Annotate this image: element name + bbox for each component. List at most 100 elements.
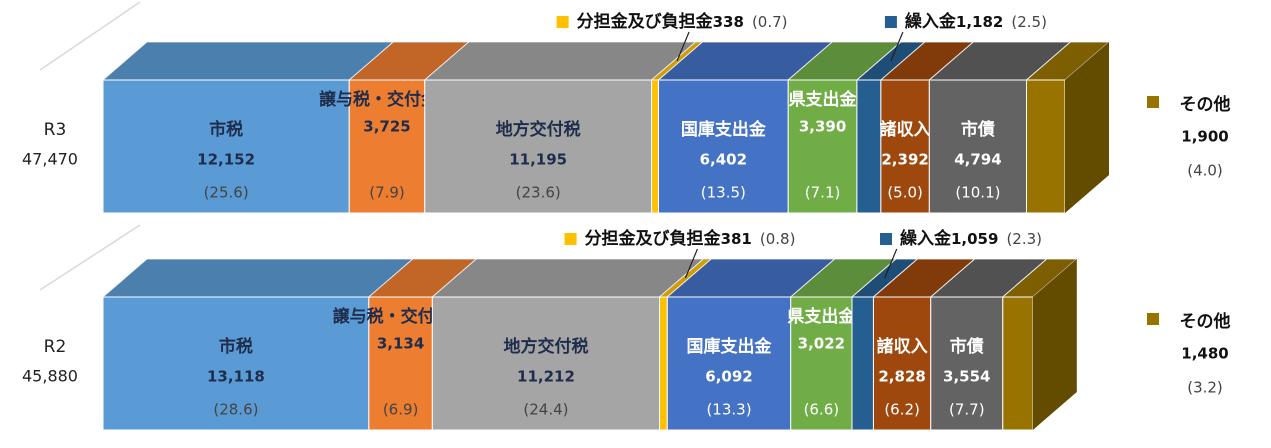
bar <box>856 79 882 214</box>
share-label: (4.0) <box>1187 162 1223 180</box>
bar-top-shade <box>432 259 704 297</box>
legend-swatch <box>556 16 569 28</box>
segment-name: 繰入金 <box>900 228 952 249</box>
bar-top-shade <box>103 259 413 297</box>
bar-top-shade <box>930 259 1047 297</box>
bar-top-shade <box>103 42 394 80</box>
share-label: (0.8) <box>760 230 796 248</box>
value-label: 2,392 <box>881 151 928 169</box>
bar <box>368 296 433 431</box>
value-label: 1,900 <box>1181 128 1228 146</box>
bar-top-shade <box>349 42 469 80</box>
value-label: 3,725 <box>363 118 410 136</box>
bar-top-shade <box>424 42 696 80</box>
share-label: (5.0) <box>887 184 923 202</box>
segment-name: 繰入金 <box>905 11 957 32</box>
bar <box>872 296 932 431</box>
segment-name: 市税 <box>209 119 243 140</box>
share-label: (7.9) <box>369 184 405 202</box>
bar-top-shade <box>788 42 901 80</box>
row-label: R2 <box>44 337 67 357</box>
share-label: (13.5) <box>701 184 746 202</box>
share-label: (23.6) <box>516 184 561 202</box>
value-label: 6,402 <box>700 151 747 169</box>
leader-line <box>684 248 698 279</box>
row-total: 45,880 <box>22 367 78 386</box>
segment-name: 諸収入 <box>880 119 931 140</box>
bar <box>880 79 930 214</box>
bar <box>851 296 874 431</box>
bar <box>928 79 1027 214</box>
segment-name: 国庫支出金 <box>687 336 773 357</box>
bar <box>102 79 350 214</box>
bar-top-shade <box>880 42 974 80</box>
segment-name: 市債 <box>961 119 995 140</box>
share-label: (2.3) <box>1006 230 1042 248</box>
segment-name: 県支出金 <box>787 306 856 327</box>
segment-name: 地方交付税 <box>496 119 581 140</box>
legend-swatch <box>1147 313 1159 325</box>
segment-name: その他 <box>1180 94 1231 115</box>
bar <box>102 296 370 431</box>
share-label: (6.2) <box>884 401 920 419</box>
bar <box>424 79 653 214</box>
share-label: (6.6) <box>804 401 840 419</box>
legend-swatch <box>879 233 892 245</box>
row-total: 47,470 <box>22 150 78 169</box>
share-label: (7.7) <box>949 401 985 419</box>
share-label: (2.5) <box>1011 13 1047 31</box>
value-label: 1,059 <box>951 230 998 248</box>
segment-name: 譲与税・交付金等 <box>319 89 455 110</box>
decor-line <box>39 224 141 291</box>
leader-line <box>676 31 690 62</box>
value-label: 12,152 <box>197 151 255 169</box>
share-label: (6.9) <box>383 401 419 419</box>
value-label: 4,794 <box>954 151 1001 169</box>
share-label: (0.7) <box>752 13 788 31</box>
segment-name: 県支出金 <box>789 89 858 110</box>
bar <box>431 296 661 431</box>
share-label: (3.2) <box>1187 379 1223 397</box>
leader-line <box>884 248 898 279</box>
value-label: 3,554 <box>943 368 990 386</box>
share-label: (28.6) <box>213 401 258 419</box>
bar <box>930 296 1004 431</box>
segment-name: 分担金及び負担金 <box>577 11 714 32</box>
bar-side <box>1032 259 1077 430</box>
segment-name: その他 <box>1180 311 1231 332</box>
bar <box>1025 79 1066 214</box>
value-label: 11,212 <box>517 368 575 386</box>
bar-side-shade <box>1032 259 1077 430</box>
value-label: 338 <box>713 13 744 31</box>
share-label: (7.1) <box>805 184 841 202</box>
legend-swatch <box>564 233 577 245</box>
value-label: 1,182 <box>956 13 1003 31</box>
bar-top-shade <box>873 259 975 297</box>
bar <box>657 79 789 214</box>
share-label: (25.6) <box>204 184 249 202</box>
leader-line <box>890 31 904 62</box>
bar-top-shade <box>659 259 712 297</box>
value-label: 1,480 <box>1181 345 1228 363</box>
segment-name: 諸収入 <box>877 336 928 357</box>
value-label: 3,022 <box>798 335 845 353</box>
callout-label: 繰入金1,059 (2.3) <box>900 228 1042 249</box>
decor-line <box>39 1 141 71</box>
bar <box>666 296 792 431</box>
row-label: R3 <box>44 120 67 140</box>
legend-swatch <box>884 16 897 28</box>
segment-name: 市税 <box>219 336 253 357</box>
share-label: (13.3) <box>706 401 751 419</box>
legend-swatch <box>1147 96 1159 108</box>
bar-top-shade <box>667 259 835 297</box>
bar-top-shade <box>929 42 1071 80</box>
callout-label: 分担金及び負担金381 (0.8) <box>585 228 796 249</box>
callout-label: 繰入金1,182 (2.5) <box>905 11 1047 32</box>
segment-name: 国庫支出金 <box>681 119 767 140</box>
bar <box>787 79 858 214</box>
value-label: 3,134 <box>377 335 424 353</box>
bar-top-shade <box>790 259 896 297</box>
value-label: 3,390 <box>799 118 846 136</box>
segment-name: 分担金及び負担金 <box>585 228 722 249</box>
